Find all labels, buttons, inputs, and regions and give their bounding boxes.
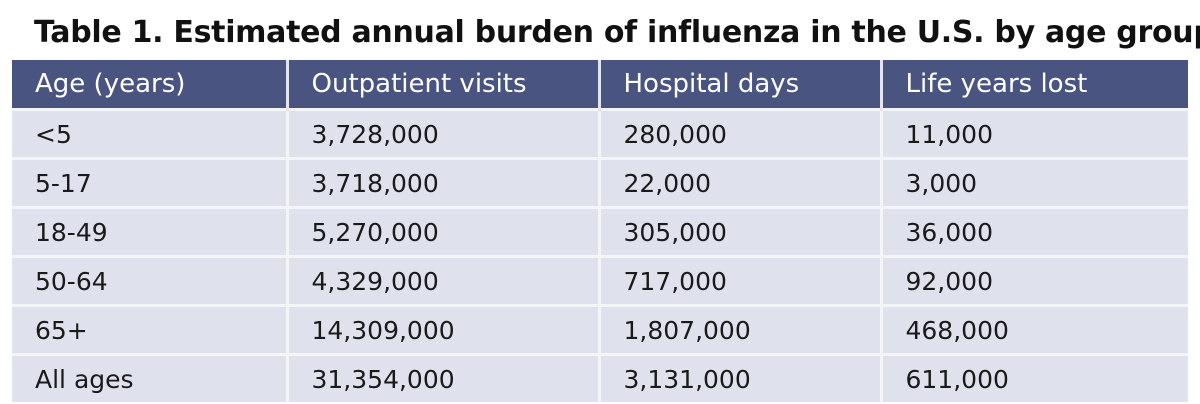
cell-outpatient-visits: 31,354,000 — [287, 353, 601, 402]
cell-outpatient-visits: 5,270,000 — [287, 206, 601, 257]
header-hospital-days: Hospital days — [599, 60, 883, 110]
table-row: <5 3,728,000 280,000 11,000 — [12, 108, 1188, 159]
cell-outpatient-visits: 14,309,000 — [287, 304, 601, 355]
table-row: 18-49 5,270,000 305,000 36,000 — [12, 206, 1188, 257]
cell-hospital-days: 3,131,000 — [599, 353, 883, 402]
cell-life-years-lost: 11,000 — [881, 108, 1188, 159]
cell-hospital-days: 22,000 — [599, 157, 883, 208]
cell-hospital-days: 305,000 — [599, 206, 883, 257]
cell-hospital-days: 280,000 — [599, 108, 883, 159]
cell-age: 65+ — [12, 304, 289, 355]
cell-outpatient-visits: 3,718,000 — [287, 157, 601, 208]
table-row: 65+ 14,309,000 1,807,000 468,000 — [12, 304, 1188, 355]
cell-age: <5 — [12, 108, 289, 159]
cell-age: 5-17 — [12, 157, 289, 208]
cell-outpatient-visits: 4,329,000 — [287, 255, 601, 306]
table-row-total: All ages 31,354,000 3,131,000 611,000 — [12, 353, 1188, 402]
cell-life-years-lost: 36,000 — [881, 206, 1188, 257]
header-age: Age (years) — [12, 60, 289, 110]
cell-life-years-lost: 3,000 — [881, 157, 1188, 208]
cell-life-years-lost: 611,000 — [881, 353, 1188, 402]
cell-hospital-days: 1,807,000 — [599, 304, 883, 355]
cell-age: 18-49 — [12, 206, 289, 257]
cell-hospital-days: 717,000 — [599, 255, 883, 306]
influenza-burden-table: Age (years) Outpatient visits Hospital d… — [12, 60, 1188, 402]
cell-age: 50-64 — [12, 255, 289, 306]
table-row: 50-64 4,329,000 717,000 92,000 — [12, 255, 1188, 306]
header-life-years-lost: Life years lost — [881, 60, 1188, 110]
cell-outpatient-visits: 3,728,000 — [287, 108, 601, 159]
header-outpatient-visits: Outpatient visits — [287, 60, 601, 110]
table-header-row: Age (years) Outpatient visits Hospital d… — [12, 60, 1188, 110]
cell-age: All ages — [12, 353, 289, 402]
table-title: Table 1. Estimated annual burden of infl… — [34, 15, 1200, 50]
cell-life-years-lost: 468,000 — [881, 304, 1188, 355]
cell-life-years-lost: 92,000 — [881, 255, 1188, 306]
table-row: 5-17 3,718,000 22,000 3,000 — [12, 157, 1188, 208]
